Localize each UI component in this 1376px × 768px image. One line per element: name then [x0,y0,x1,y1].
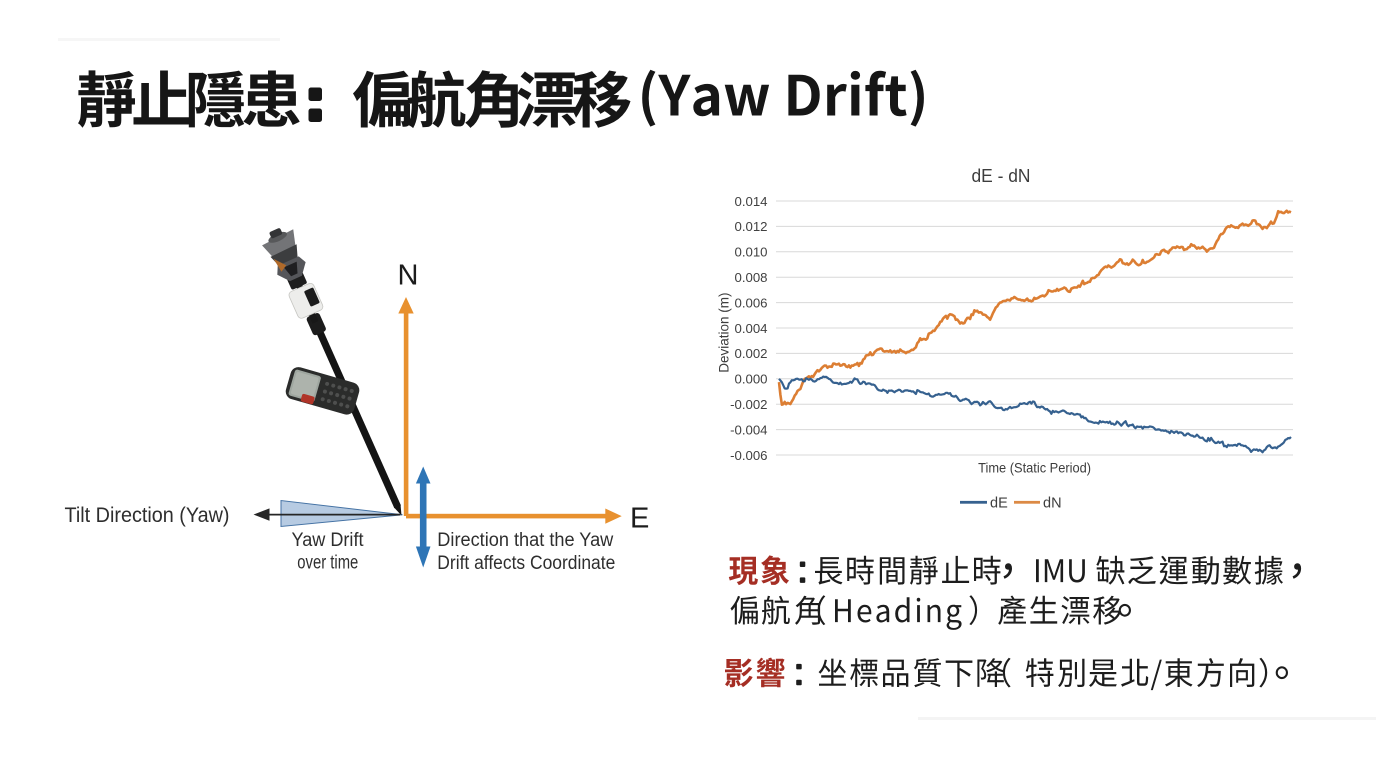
svg-text:dE: dE [990,496,1008,512]
svg-text:over time: over time [297,553,358,574]
svg-text:E: E [630,502,649,534]
svg-text:0.002: 0.002 [734,346,767,361]
svg-text:dN: dN [1043,496,1062,512]
svg-text:N: N [398,259,419,291]
svg-text:0.004: 0.004 [734,321,767,336]
svg-text:0.006: 0.006 [734,295,767,310]
svg-text:-0.006: -0.006 [730,448,767,463]
svg-text:0.014: 0.014 [734,194,767,209]
svg-text:Tilt Direction (Yaw): Tilt Direction (Yaw) [65,504,230,527]
svg-text:-0.004: -0.004 [730,422,767,437]
svg-text:-0.002: -0.002 [730,397,767,412]
svg-text:0.012: 0.012 [734,219,767,234]
svg-text:Deviation (m): Deviation (m) [717,292,732,372]
svg-text:Yaw Drift: Yaw Drift [292,530,365,551]
svg-text:dE - dN: dE - dN [972,166,1031,186]
svg-text:0.008: 0.008 [734,270,767,285]
svg-text:0.010: 0.010 [734,245,767,260]
svg-text:0.000: 0.000 [734,372,767,387]
svg-text:Time (Static Period): Time (Static Period) [978,460,1091,476]
svg-text:Direction that the Yaw: Direction that the Yaw [437,530,613,551]
svg-text:Drift affects Coordinate: Drift affects Coordinate [437,553,615,574]
